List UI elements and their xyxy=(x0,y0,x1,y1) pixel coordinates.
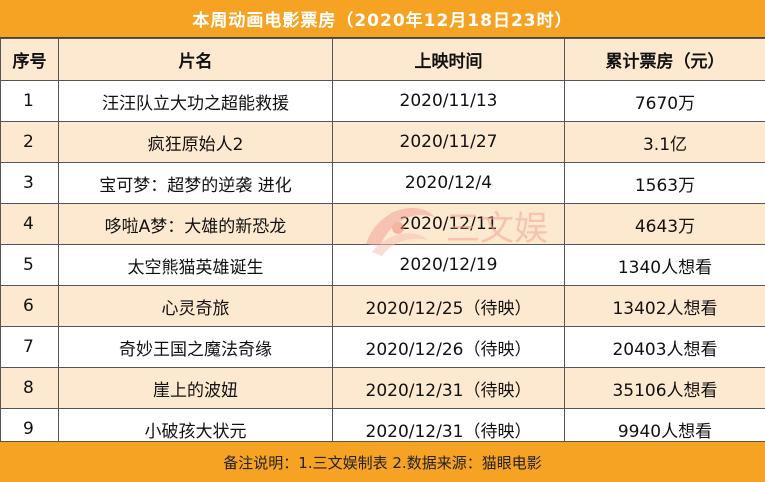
box-office-value: 1340人想看 xyxy=(564,244,765,286)
table-row: 7 奇妙王国之魔法奇缘 2020/12/26（待映） 20403人想看 xyxy=(0,326,765,368)
box-office-value: 13402人想看 xyxy=(564,285,765,327)
row-index: 3 xyxy=(0,162,59,204)
release-date: 2020/12/25（待映） xyxy=(332,285,565,327)
release-date: 2020/11/27 xyxy=(332,121,565,163)
row-index: 1 xyxy=(0,80,59,122)
table-row: 8 崖上的波妞 2020/12/31（待映） 35106人想看 xyxy=(0,367,765,409)
film-name: 太空熊猫英雄诞生 xyxy=(58,244,333,286)
table-row: 2 疯狂原始人2 2020/11/27 3.1亿 xyxy=(0,121,765,163)
box-office-value: 1563万 xyxy=(564,162,765,204)
table-row: 5 太空熊猫英雄诞生 2020/12/19 1340人想看 xyxy=(0,244,765,286)
release-date: 2020/12/4 xyxy=(332,162,565,204)
header-release-date: 上映时间 xyxy=(332,38,565,81)
row-index: 6 xyxy=(0,285,59,327)
film-name: 奇妙王国之魔法奇缘 xyxy=(58,326,333,368)
row-index: 5 xyxy=(0,244,59,286)
film-name: 心灵奇旅 xyxy=(58,285,333,327)
release-date: 2020/11/13 xyxy=(332,80,565,122)
header-index: 序号 xyxy=(0,38,59,81)
header-film-name: 片名 xyxy=(58,38,333,81)
footer-note: 备注说明：1.三文娱制表 2.数据来源：猫眼电影 xyxy=(0,441,765,482)
header-row: 序号 片名 上映时间 累计票房（元） xyxy=(0,38,765,81)
table-title: 本周动画电影票房（2020年12月18日23时） xyxy=(0,0,765,38)
row-index: 4 xyxy=(0,203,59,245)
table-row: 1 汪汪队立大功之超能救援 2020/11/13 7670万 xyxy=(0,80,765,122)
header-box-office: 累计票房（元） xyxy=(564,38,765,81)
row-index: 8 xyxy=(0,367,59,409)
table-row: 3 宝可梦：超梦的逆袭 进化 2020/12/4 1563万 xyxy=(0,162,765,204)
table-row: 4 哆啦A梦：大雄的新恐龙 2020/12/11 4643万 xyxy=(0,203,765,245)
film-name: 哆啦A梦：大雄的新恐龙 xyxy=(58,203,333,245)
box-office-value: 4643万 xyxy=(564,203,765,245)
film-name: 汪汪队立大功之超能救援 xyxy=(58,80,333,122)
box-office-value: 35106人想看 xyxy=(564,367,765,409)
release-date: 2020/12/19 xyxy=(332,244,565,286)
box-office-value: 3.1亿 xyxy=(564,121,765,163)
film-name: 宝可梦：超梦的逆袭 进化 xyxy=(58,162,333,204)
film-name: 疯狂原始人2 xyxy=(58,121,333,163)
film-name: 崖上的波妞 xyxy=(58,367,333,409)
release-date: 2020/12/11 xyxy=(332,203,565,245)
row-index: 7 xyxy=(0,326,59,368)
box-office-table: 序号 片名 上映时间 累计票房（元） 1 汪汪队立大功之超能救援 2020/11… xyxy=(0,38,765,450)
row-index: 2 xyxy=(0,121,59,163)
release-date: 2020/12/31（待映） xyxy=(332,367,565,409)
box-office-value: 20403人想看 xyxy=(564,326,765,368)
release-date: 2020/12/26（待映） xyxy=(332,326,565,368)
box-office-value: 7670万 xyxy=(564,80,765,122)
table-row: 6 心灵奇旅 2020/12/25（待映） 13402人想看 xyxy=(0,285,765,327)
